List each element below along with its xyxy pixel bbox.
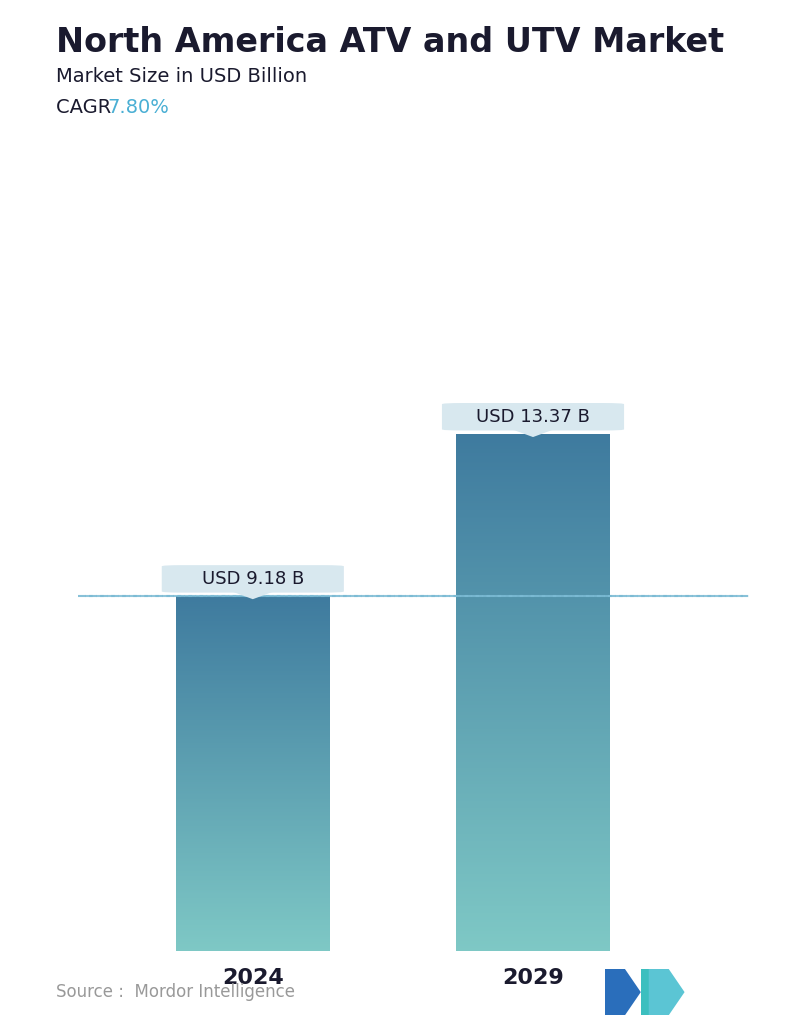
Text: 7.80%: 7.80% xyxy=(107,98,170,117)
Text: North America ATV and UTV Market: North America ATV and UTV Market xyxy=(56,26,724,59)
Text: USD 13.37 B: USD 13.37 B xyxy=(476,407,590,426)
Text: Source :  Mordor Intelligence: Source : Mordor Intelligence xyxy=(56,983,295,1001)
Text: USD 9.18 B: USD 9.18 B xyxy=(201,570,304,588)
Polygon shape xyxy=(605,969,641,1015)
FancyBboxPatch shape xyxy=(162,566,344,592)
Text: CAGR: CAGR xyxy=(56,98,117,117)
Polygon shape xyxy=(232,591,274,599)
FancyBboxPatch shape xyxy=(442,403,624,430)
Text: Market Size in USD Billion: Market Size in USD Billion xyxy=(56,67,306,86)
Polygon shape xyxy=(512,429,554,437)
Polygon shape xyxy=(649,969,685,1015)
Polygon shape xyxy=(641,969,649,1015)
